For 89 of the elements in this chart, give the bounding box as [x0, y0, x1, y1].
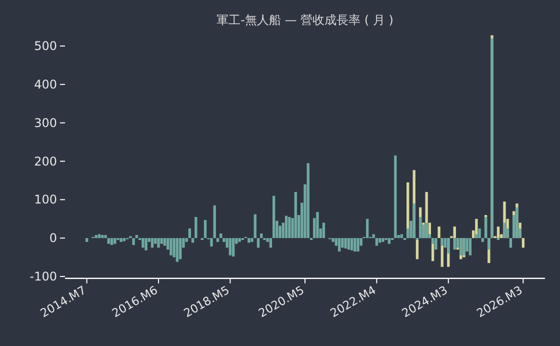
- bar: [194, 216, 198, 238]
- bar: [114, 238, 116, 244]
- bar: [440, 238, 444, 246]
- bar: [382, 238, 384, 242]
- bar: [481, 238, 484, 242]
- bar: [250, 238, 254, 242]
- bar: [272, 196, 276, 238]
- bar: [256, 238, 260, 248]
- bar: [425, 222, 428, 238]
- bar: [170, 238, 172, 256]
- bar: [394, 155, 397, 238]
- bar: [354, 238, 356, 252]
- bar: [238, 238, 241, 242]
- y-tick-label: 200: [34, 154, 57, 168]
- bar: [466, 238, 468, 252]
- bar: [419, 216, 422, 238]
- bar: [306, 163, 310, 238]
- bar: [101, 234, 104, 238]
- bar: [154, 238, 157, 244]
- bar: [460, 238, 462, 256]
- y-tick-label: 0: [49, 231, 57, 246]
- bar: [107, 238, 110, 244]
- bar: [378, 238, 382, 243]
- bar: [232, 238, 235, 257]
- bar: [341, 238, 344, 248]
- bar: [216, 238, 220, 242]
- bar: [122, 238, 126, 242]
- y-tick-label: 500: [34, 39, 57, 54]
- bar: [509, 238, 512, 248]
- bar: [388, 238, 390, 244]
- bar: [213, 205, 216, 238]
- bar: [366, 218, 369, 238]
- bar: [98, 234, 101, 238]
- bar: [150, 238, 154, 248]
- bar: [447, 238, 450, 254]
- bar: [294, 192, 297, 238]
- bar: [179, 238, 182, 260]
- bar: [120, 238, 122, 242]
- y-tick-label: -100: [30, 269, 57, 284]
- bar: [322, 222, 326, 238]
- bar: [344, 238, 347, 248]
- bar: [400, 234, 403, 238]
- bar: [478, 228, 481, 238]
- bar: [188, 228, 191, 238]
- bar: [163, 238, 166, 246]
- bar: [144, 238, 148, 250]
- bar: [85, 238, 88, 242]
- bar: [372, 234, 375, 238]
- bar: [338, 238, 341, 252]
- bar: [503, 222, 506, 238]
- bar: [496, 226, 500, 238]
- bar: [350, 238, 354, 250]
- bar: [316, 212, 319, 238]
- bar: [453, 238, 456, 250]
- bar: [135, 234, 138, 238]
- bar: [488, 238, 490, 250]
- bar: [132, 238, 135, 245]
- bar: [453, 226, 456, 238]
- bar: [375, 238, 378, 246]
- bar: [157, 238, 160, 248]
- bar: [260, 233, 263, 238]
- bar: [210, 238, 213, 247]
- bar: [248, 238, 250, 243]
- bar: [522, 238, 525, 248]
- bar: [468, 238, 472, 256]
- bar: [284, 216, 288, 238]
- bar: [356, 238, 360, 252]
- bar: [434, 238, 438, 250]
- bar: [104, 234, 107, 238]
- bar: [94, 234, 98, 238]
- chart-title: 軍工-無人船 — 營收成長率 ( 月 ): [216, 13, 394, 27]
- bar: [332, 238, 334, 242]
- y-tick-label: 300: [34, 116, 57, 130]
- bar: [204, 220, 207, 238]
- bar: [254, 214, 256, 238]
- bar: [191, 238, 194, 243]
- bar: [288, 216, 291, 238]
- y-tick-label: 400: [34, 77, 57, 92]
- bar: [228, 238, 232, 256]
- bar: [269, 238, 272, 248]
- bar: [412, 204, 416, 238]
- bar: [176, 238, 179, 262]
- bar: [438, 226, 440, 238]
- bar: [160, 238, 163, 244]
- bar: [142, 238, 144, 248]
- bar: [110, 238, 114, 245]
- y-tick-label: 100: [34, 192, 57, 207]
- bar: [220, 233, 222, 238]
- bar: [347, 238, 350, 250]
